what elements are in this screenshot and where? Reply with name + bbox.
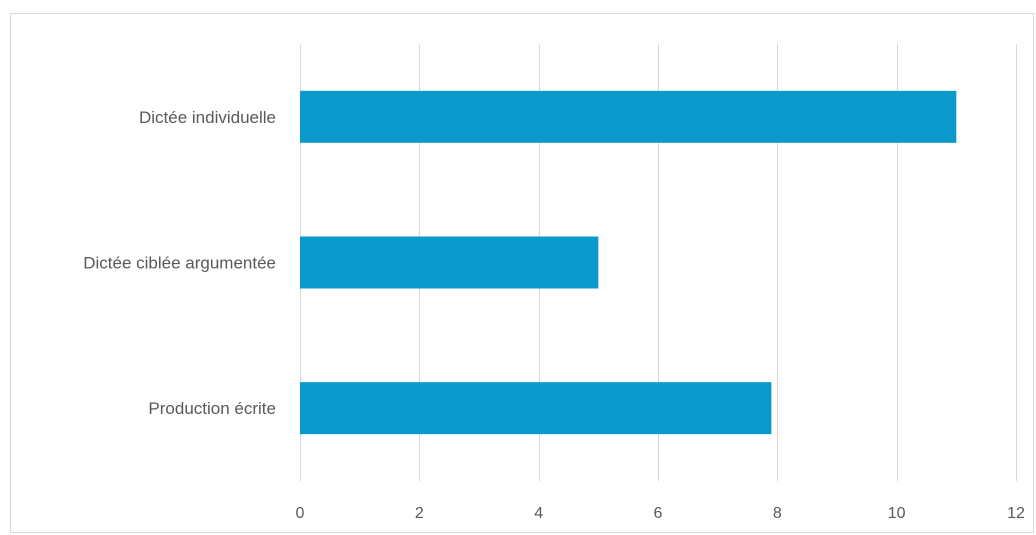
x-tick-label: 10 bbox=[888, 505, 906, 522]
x-axis-tick-labels: 0 2 4 6 8 10 12 bbox=[296, 505, 1025, 522]
x-tick-label: 2 bbox=[415, 505, 424, 522]
category-label-1: Dictée individuelle bbox=[139, 108, 276, 127]
category-label-2: Dictée ciblée argumentée bbox=[83, 254, 276, 273]
category-labels: Dictée individuelle Dictée ciblée argumen… bbox=[83, 108, 276, 418]
x-tick-label: 8 bbox=[773, 505, 782, 522]
category-label-3: Production écrite bbox=[148, 399, 276, 418]
bars bbox=[300, 90, 957, 435]
x-tick-label: 0 bbox=[296, 505, 305, 522]
x-tick-label: 4 bbox=[534, 505, 543, 522]
x-tick-label: 12 bbox=[1007, 505, 1025, 522]
bar-2 bbox=[300, 236, 599, 289]
bar-1 bbox=[300, 90, 957, 143]
bar-3 bbox=[300, 382, 772, 435]
x-tick-label: 6 bbox=[654, 505, 663, 522]
